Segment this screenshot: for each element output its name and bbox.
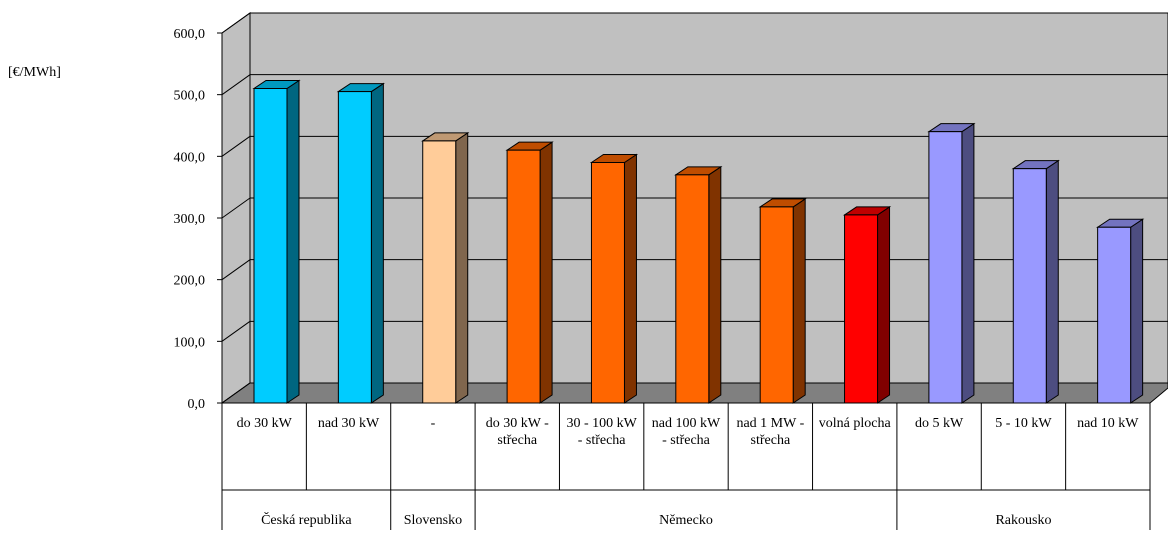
group-label: Rakousko (995, 513, 1051, 528)
x-tick-label: nad 30 kW (317, 416, 380, 431)
x-tick-label: nad 100 kW - střecha (651, 416, 721, 448)
y-tick-label: 0,0 (188, 397, 206, 412)
bar-side (455, 131, 469, 404)
x-tick-label-box: nad 1 MW - střecha (736, 416, 805, 448)
x-tick-label: 5 - 10 kW (995, 416, 1052, 431)
grid-line-side (221, 320, 251, 342)
x-tick-label: do 30 kW (236, 416, 292, 431)
group-label: Česká republika (261, 511, 352, 528)
bar (928, 131, 963, 404)
y-tick-label: 200,0 (174, 274, 206, 289)
y-tick-label: 500,0 (174, 89, 206, 104)
grid-line-side (221, 197, 251, 219)
bar (675, 174, 710, 404)
y-tick-label: 100,0 (174, 335, 206, 350)
bar-side (370, 82, 384, 404)
x-tick-label: do 30 kW - střecha (485, 416, 549, 448)
bar-side (539, 141, 553, 404)
bar (253, 88, 288, 404)
grid-line-side (221, 259, 251, 281)
bar (759, 206, 794, 404)
x-tick-label-box: nad 100 kW - střecha (651, 416, 721, 448)
bar-side (286, 79, 300, 404)
x-tick-label-box: 30 - 100 kW - střecha (566, 416, 637, 448)
x-tick-label-box: do 5 kW (914, 416, 964, 431)
y-tick-label: 400,0 (174, 150, 206, 165)
bar-side (792, 197, 806, 404)
grid-line-side (221, 135, 251, 157)
bar (506, 149, 541, 404)
grid-line-side (221, 382, 251, 404)
x-tick-label: do 5 kW (914, 416, 964, 431)
x-tick-label: volná plocha (818, 416, 891, 431)
grid-line-side (221, 74, 251, 96)
bar (590, 162, 625, 404)
bar-side (877, 205, 891, 404)
x-tick-label: 30 - 100 kW - střecha (566, 416, 637, 448)
x-tick-label-box: 5 - 10 kW (995, 416, 1052, 431)
y-tick-label: 600,0 (174, 27, 206, 42)
x-tick-label-box: volná plocha (818, 416, 891, 431)
y-tick-label: 300,0 (174, 212, 206, 227)
bar-side (961, 122, 975, 404)
bar (337, 91, 372, 404)
y-axis-label: [€/MWh] (8, 65, 61, 80)
x-tick-label: nad 1 MW - střecha (736, 416, 805, 448)
bar (844, 214, 879, 404)
x-tick-label: - (430, 416, 436, 431)
bar-side (708, 165, 722, 404)
x-tick-label-box: - (430, 416, 436, 431)
x-tick-label-box: nad 30 kW (317, 416, 380, 431)
bar-side (1045, 159, 1059, 404)
bar-side (623, 153, 637, 404)
bar (1012, 168, 1047, 404)
bar (1097, 226, 1132, 404)
bar (422, 140, 457, 404)
x-tick-label-box: do 30 kW - střecha (485, 416, 549, 448)
x-tick-label-box: do 30 kW (236, 416, 292, 431)
x-tick-label-box: nad 10 kW (1077, 416, 1139, 431)
group-label: Německo (659, 513, 713, 528)
x-tick-label: nad 10 kW (1077, 416, 1139, 431)
grid-line-side (221, 12, 251, 34)
group-label: Slovensko (404, 513, 462, 528)
bar-side (1130, 218, 1144, 404)
